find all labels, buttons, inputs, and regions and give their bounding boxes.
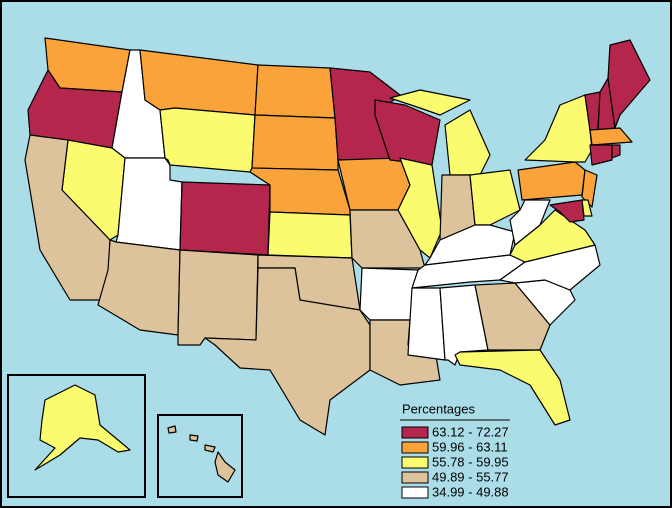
state bbox=[469, 169, 521, 226]
state bbox=[204, 267, 371, 436]
legend-label: 49.89 - 55.77 bbox=[432, 469, 509, 484]
state bbox=[407, 287, 446, 361]
state bbox=[589, 127, 633, 146]
state bbox=[177, 249, 259, 346]
state bbox=[254, 64, 336, 119]
state bbox=[167, 425, 177, 434]
legend-swatch bbox=[401, 486, 429, 499]
state bbox=[251, 114, 339, 171]
state bbox=[589, 144, 613, 166]
legend-label: 59.96 - 63.11 bbox=[432, 439, 508, 454]
hawaii bbox=[167, 425, 236, 483]
state bbox=[189, 434, 199, 442]
state bbox=[549, 199, 585, 223]
legend-swatch bbox=[401, 471, 429, 484]
legend-swatch bbox=[401, 456, 429, 469]
legend-title: Percentages bbox=[402, 401, 475, 416]
legend-label: 55.78 - 59.95 bbox=[432, 454, 509, 469]
state bbox=[204, 444, 216, 453]
state bbox=[611, 144, 621, 159]
state bbox=[397, 157, 443, 259]
state bbox=[389, 89, 471, 116]
legend-label: 63.12 - 72.27 bbox=[432, 424, 509, 439]
state bbox=[267, 211, 353, 259]
state bbox=[214, 451, 236, 483]
states bbox=[24, 37, 651, 436]
state bbox=[509, 199, 551, 246]
legend-swatch bbox=[401, 426, 429, 439]
state bbox=[159, 107, 256, 173]
state bbox=[474, 282, 551, 351]
state bbox=[359, 267, 419, 321]
state bbox=[337, 157, 411, 211]
state bbox=[454, 349, 571, 426]
legend-swatch bbox=[401, 441, 429, 454]
state bbox=[444, 109, 491, 176]
legend-label: 34.99 - 49.88 bbox=[432, 484, 509, 499]
state bbox=[179, 181, 271, 256]
state bbox=[34, 384, 131, 471]
state bbox=[581, 169, 598, 208]
